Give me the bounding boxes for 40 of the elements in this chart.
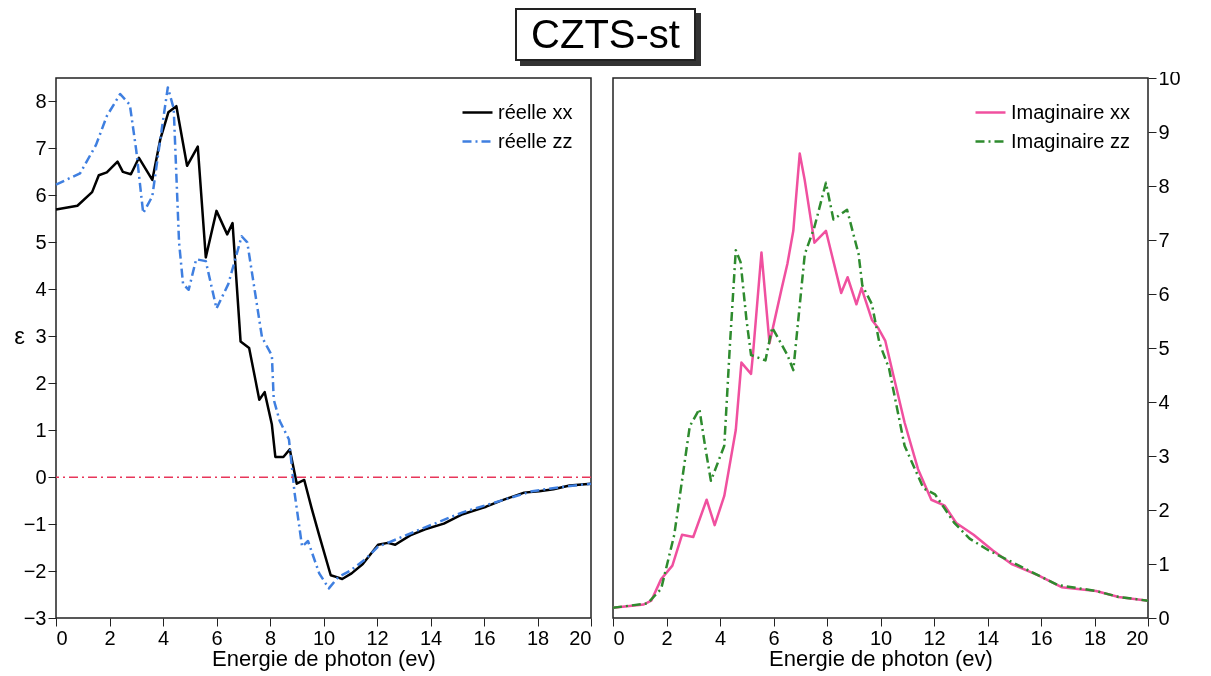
y-tick-label: 6 (35, 183, 47, 206)
y2-tick-label: 5 (1158, 336, 1170, 359)
y-tick-label: −1 (23, 512, 47, 535)
x-tick-label: 2 (661, 626, 673, 649)
y-tick-label: 8 (35, 89, 47, 112)
y-tick-label: 4 (35, 277, 47, 300)
y-tick-label: 1 (35, 418, 47, 441)
y2-tick-label: 0 (1158, 606, 1170, 629)
x-tick-label: 20 (569, 626, 592, 649)
y2-tick-label: 6 (1158, 282, 1170, 305)
y2-tick-label: 9 (1158, 120, 1170, 143)
x-tick-label: 16 (473, 626, 496, 649)
y-tick-label: −2 (23, 559, 47, 582)
legend-label: réelle zz (498, 129, 573, 152)
x-tick-label: 4 (714, 626, 727, 649)
x-tick-label: 20 (1126, 626, 1149, 649)
y2-tick-label: 7 (1158, 228, 1170, 251)
legend-label: réelle xx (498, 100, 573, 123)
x-tick-label: 4 (157, 626, 170, 649)
y-tick-label: 0 (35, 465, 47, 488)
legend-label: Imaginaire xx (1011, 100, 1130, 123)
y-tick-label: 3 (35, 324, 47, 347)
x-tick-label: 0 (613, 626, 625, 649)
y2-tick-label: 2 (1158, 498, 1170, 521)
x-tick-label: 0 (56, 626, 68, 649)
x-tick-label: 2 (104, 626, 116, 649)
y-tick-label: 7 (35, 136, 47, 159)
y-tick-label: 5 (35, 230, 47, 253)
x-tick-label: 18 (526, 626, 550, 649)
y2-tick-label: 8 (1158, 174, 1170, 197)
x-tick-label: 18 (1083, 626, 1107, 649)
y2-tick-label: 3 (1158, 444, 1170, 467)
legend-label: Imaginaire zz (1011, 129, 1130, 152)
chart-title: CZTS-st (515, 8, 696, 61)
y-axis-title: ε (14, 321, 26, 349)
x-tick-label: 16 (1030, 626, 1053, 649)
y-tick-label: −3 (23, 606, 47, 629)
y2-tick-label: 4 (1158, 390, 1170, 413)
y-tick-label: 2 (35, 371, 47, 394)
y2-tick-label: 1 (1158, 552, 1170, 575)
